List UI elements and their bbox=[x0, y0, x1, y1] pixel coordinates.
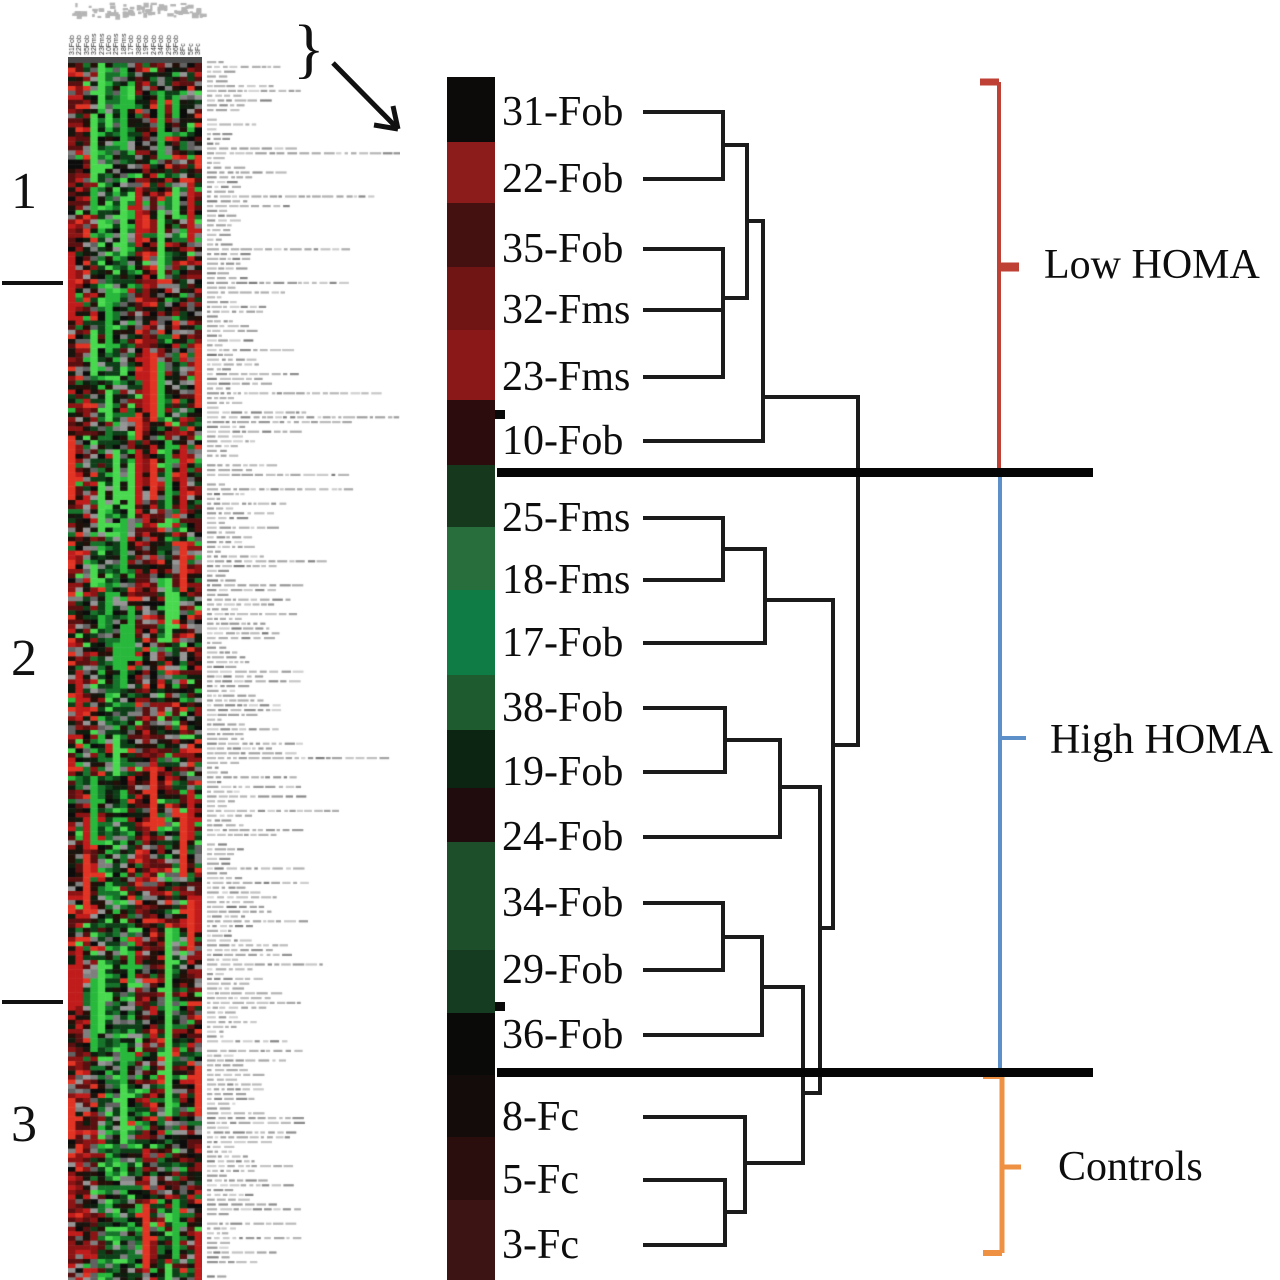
colorbar-segment-22-Fob bbox=[447, 142, 495, 203]
dendrogram-leaf-label-35-Fob: 35-Fob bbox=[502, 226, 624, 272]
colorbar-segment-29-Fob bbox=[447, 950, 495, 1013]
colorbar-segment-35-Fob bbox=[447, 203, 495, 267]
row-cluster-label-2: 2 bbox=[11, 630, 37, 687]
colorbar-segment-19-Fob bbox=[447, 730, 495, 788]
group-separator-line bbox=[497, 468, 1093, 477]
row-cluster-divider-tick bbox=[2, 281, 63, 285]
row-cluster-label-3: 3 bbox=[11, 1096, 37, 1153]
arrow-icon bbox=[331, 61, 400, 131]
dendrogram-leaf-label-10-Fob: 10-Fob bbox=[502, 418, 624, 464]
gene-expression-heatmap bbox=[68, 57, 202, 1280]
colorbar-segment-5-Fc bbox=[447, 1137, 495, 1200]
group-separator-line bbox=[497, 1068, 1093, 1077]
colorbar-segment-34-Fob bbox=[447, 842, 495, 950]
colorbar-segment-18-Fms bbox=[447, 527, 495, 590]
dendrogram-leaf-label-24-Fob: 24-Fob bbox=[502, 814, 624, 860]
colorbar-segment-8-Fc bbox=[447, 1075, 495, 1137]
arrow-icon bbox=[390, 105, 401, 130]
dendrogram-leaf-label-29-Fob: 29-Fob bbox=[502, 947, 624, 993]
dendrogram-leaf-label-17-Fob: 17-Fob bbox=[502, 620, 624, 666]
dendrogram-leaf-label-36-Fob: 36-Fob bbox=[502, 1012, 624, 1058]
colorbar-segment-38-Fob bbox=[447, 675, 495, 730]
heatmap-column-headers bbox=[60, 0, 210, 57]
colorbar-segment-31-Fob bbox=[447, 77, 495, 142]
row-cluster-divider-tick bbox=[2, 1000, 63, 1004]
dendrogram-leaf-label-22-Fob: 22-Fob bbox=[502, 156, 624, 202]
colorbar-segment-10-Fob bbox=[447, 400, 495, 465]
colorbar-segment-23-Fms bbox=[447, 330, 495, 400]
curly-brace: } bbox=[293, 12, 325, 85]
colorbar-segment-25-Fms bbox=[447, 465, 495, 527]
dendrogram-leaf-label-25-Fms: 25-Fms bbox=[502, 495, 631, 541]
dendrogram-leaf-label-38-Fob: 38-Fob bbox=[502, 685, 624, 731]
colorbar-segment-17-Fob bbox=[447, 590, 495, 675]
colorbar-segment-3-Fc bbox=[447, 1200, 495, 1280]
colorbar-segment-36-Fob bbox=[447, 1013, 495, 1075]
dendrogram-leaf-label-23-Fms: 23-Fms bbox=[502, 354, 631, 400]
dendrogram-leaf-label-18-Fms: 18-Fms bbox=[502, 557, 631, 603]
group-label-high-homa: High HOMA bbox=[1050, 717, 1273, 763]
gene-row-labels bbox=[205, 57, 400, 1280]
dendrogram-leaf-label-31-Fob: 31-Fob bbox=[502, 89, 624, 135]
colorbar-segment-24-Fob bbox=[447, 788, 495, 842]
dendrogram-leaf-label-19-Fob: 19-Fob bbox=[502, 749, 624, 795]
colorbar-tick bbox=[495, 410, 505, 419]
dendrogram-leaf-label-32-Fms: 32-Fms bbox=[502, 287, 631, 333]
group-label-low-homa: Low HOMA bbox=[1044, 242, 1260, 288]
colorbar-segment-32-Fms bbox=[447, 267, 495, 330]
row-cluster-label-1: 1 bbox=[11, 163, 37, 220]
dendrogram-leaf-label-5-Fc: 5-Fc bbox=[502, 1157, 579, 1203]
colorbar-tick bbox=[495, 1002, 505, 1011]
dendrogram-leaf-label-3-Fc: 3-Fc bbox=[502, 1222, 579, 1268]
dendrogram-leaf-label-34-Fob: 34-Fob bbox=[502, 880, 624, 926]
group-label-controls: Controls bbox=[1058, 1144, 1203, 1190]
arrow-icon bbox=[373, 122, 399, 132]
dendrogram-leaf-label-8-Fc: 8-Fc bbox=[502, 1094, 579, 1140]
